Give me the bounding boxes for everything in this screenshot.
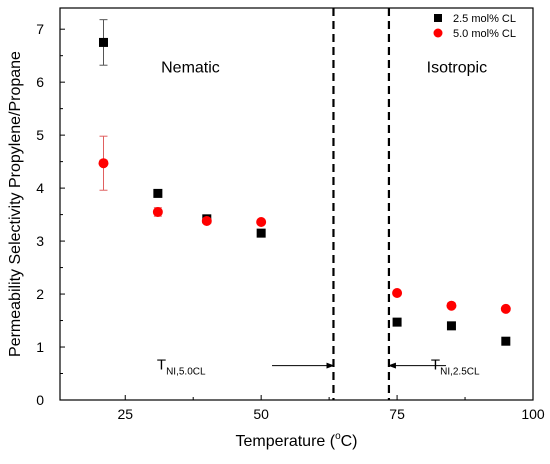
x-axis-title-main: Temperature ( [235,433,335,450]
annotation-label: TNI,2.5CL [431,356,480,377]
x-axis-title-unit: C) [341,433,358,450]
y-tick-label: 5 [36,127,44,143]
plot-frame [59,7,534,401]
text-layer: 25 50 75 100 0 1 2 3 4 5 6 7 Temperature (oC) Permeab… [7,21,545,450]
data-point-circle [500,303,511,314]
y-tick-label: 1 [36,339,44,355]
x-tick-label: 100 [521,406,545,422]
y-tick-label: 3 [36,233,44,249]
y-tick-label: 0 [36,392,44,408]
data-point-square [501,336,511,346]
region-label: Nematic [161,59,220,76]
points-layer [98,19,511,346]
data-point-circle [256,217,267,228]
x-tick-label: 50 [253,406,269,422]
data-point-square [98,37,108,47]
legend-label: 5.0 mol% CL [453,28,516,40]
legend-label: 2.5 mol% CL [453,13,516,25]
x-tick-label: 75 [389,406,405,422]
annotation-subscript: NI,5.0CL [166,366,206,377]
data-point-circle [446,300,457,311]
annotation-main: T [431,356,440,373]
ticks-layer [60,28,534,401]
y-tick-label: 4 [36,180,44,196]
data-point-circle [152,206,163,217]
annotation-label: TNI,5.0CL [157,356,206,377]
annotation-main: T [157,356,166,373]
y-axis-title: Permeability Selectivity Propylene/Propa… [7,51,24,357]
data-point-square [256,228,266,238]
vertical-lines-layer [332,8,391,400]
data-point-circle [98,158,109,169]
y-tick-label: 7 [36,21,44,37]
y-tick-label: 6 [36,74,44,90]
data-point-circle [392,287,403,298]
x-axis-title-degree: o [335,431,341,442]
x-axis-title: Temperature (oC) [235,431,357,450]
region-label: Isotropic [427,59,487,76]
legend-marker-square [434,14,442,22]
legend-marker-circle [433,28,443,38]
x-tick-label: 25 [117,406,133,422]
data-point-square [392,317,402,327]
y-tick-label: 2 [36,286,44,302]
annotation-subscript: NI,2.5CL [440,366,480,377]
data-point-square [153,188,163,198]
legend: 2.5 mol% CL 5.0 mol% CL [433,13,516,40]
data-point-circle [201,215,212,226]
data-point-square [446,321,456,331]
